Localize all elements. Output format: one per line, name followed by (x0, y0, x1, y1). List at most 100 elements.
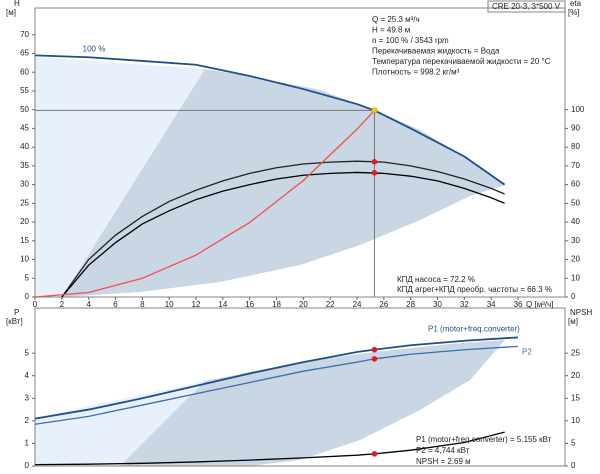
y-tick-label: 40 (20, 142, 29, 151)
y-tick-label: 5 (25, 348, 30, 357)
y2-tick-label: 60 (571, 180, 580, 189)
y-tick-label: 2 (25, 416, 30, 425)
x-axis-title: Q [м³/ч] (526, 300, 553, 309)
info-text: Q = 25.3 м³/ч (372, 15, 420, 24)
y-axis-title: P (14, 308, 19, 317)
y-tick-label: 70 (20, 30, 29, 39)
area-range (62, 69, 505, 297)
operating-point (371, 356, 378, 362)
note-text: КПД насоса = 72.2 % (397, 275, 475, 284)
y2-tick-label: 15 (571, 393, 580, 402)
note-text: P2 = 4,744 кВт (416, 446, 470, 455)
x-tick-label: 28 (406, 300, 415, 309)
series-line (34, 345, 519, 425)
y-tick-label: 1 (25, 439, 30, 448)
y2-tick-label: 5 (571, 439, 576, 448)
area-light (35, 57, 205, 297)
y-axis-title: H (14, 0, 20, 8)
x-tick-label: 0 (33, 300, 38, 309)
y-tick-label: 0 (25, 292, 30, 301)
note-text: NPSH = 2.69 м (416, 457, 471, 466)
info-text: n = 100 % / 3543 rpm (372, 36, 449, 45)
series-line (34, 54, 506, 186)
area-range (120, 340, 505, 466)
y-tick-label: 50 (20, 105, 29, 114)
y-tick-label: 15 (20, 236, 29, 245)
series-label: 100 % (83, 44, 106, 53)
x-tick-label: 24 (353, 300, 362, 309)
operating-point (371, 451, 378, 457)
y-tick-label: 35 (20, 161, 29, 170)
y2-tick-label: 90 (571, 124, 580, 133)
x-tick-label: 20 (299, 300, 308, 309)
y2-tick-label: 25 (571, 348, 580, 357)
y2-tick-label: 30 (571, 236, 580, 245)
x-tick-label: 32 (460, 300, 469, 309)
y2-tick-label: 20 (571, 371, 580, 380)
y2-tick-label: 0 (571, 461, 576, 470)
x-tick-label: 2 (60, 300, 65, 309)
operating-point (371, 158, 378, 165)
y2-tick-label: 50 (571, 198, 580, 207)
series-line (61, 160, 505, 298)
x-tick-label: 26 (379, 300, 388, 309)
operating-point (371, 107, 378, 114)
x-tick-label: 14 (218, 300, 227, 309)
y2-axis-unit: [м] (568, 317, 578, 326)
y2-tick-label: 80 (571, 142, 580, 151)
chart-title: CRE 20-3, 3*500 V (492, 2, 561, 11)
y-tick-label: 60 (20, 67, 29, 76)
series-line (34, 109, 375, 298)
operating-point (371, 346, 378, 353)
y-tick-label: 5 (25, 273, 30, 282)
series-line (34, 336, 519, 420)
x-tick-label: 18 (272, 300, 281, 309)
y2-tick-label: 0 (571, 292, 576, 301)
series-line (34, 431, 505, 466)
series-label: P2 (522, 347, 532, 356)
x-tick-label: 10 (165, 300, 174, 309)
x-tick-label: 8 (140, 300, 145, 309)
x-tick-label: 36 (514, 300, 523, 309)
y-tick-label: 45 (20, 124, 29, 133)
plot-frame (34, 7, 566, 298)
series-label: P1 (motor+freq.converter) (428, 324, 520, 333)
x-tick-label: 34 (487, 300, 496, 309)
y-tick-label: 20 (20, 217, 29, 226)
y2-tick-label: 10 (571, 416, 580, 425)
info-text: Плотность = 998.2 кг/м³ (372, 68, 460, 77)
y2-axis-title: eta (570, 0, 582, 8)
title-box (487, 0, 566, 13)
y2-tick-label: 70 (571, 161, 580, 170)
x-tick-label: 6 (113, 300, 118, 309)
y2-tick-label: 100 (571, 105, 585, 114)
y-axis-unit: [кВт] (6, 317, 23, 326)
info-text: Перекачиваемая жидкость = Вода (372, 47, 500, 56)
series-line (61, 171, 505, 298)
y-tick-label: 0 (25, 461, 30, 470)
y2-tick-label: 20 (571, 255, 580, 264)
plot-frame (34, 307, 566, 467)
operating-point (371, 169, 378, 176)
note-text: P1 (motor+freq.converter) = 5.155 кВт (416, 435, 552, 444)
x-tick-label: 30 (433, 300, 442, 309)
y-tick-label: 4 (25, 371, 30, 380)
y2-tick-label: 40 (571, 217, 580, 226)
y-tick-label: 25 (20, 198, 29, 207)
y-tick-label: 3 (25, 393, 30, 402)
y2-tick-label: 10 (571, 273, 580, 282)
info-text: H = 49.8 м (372, 26, 410, 35)
y-tick-label: 10 (20, 255, 29, 264)
y2-axis-title: NPSH (570, 308, 592, 317)
y-tick-label: 65 (20, 49, 29, 58)
y-axis-unit: [м] (6, 8, 16, 17)
y-tick-label: 55 (20, 86, 29, 95)
y2-axis-unit: [%] (568, 8, 580, 17)
area-light (35, 381, 205, 466)
x-tick-label: 22 (326, 300, 335, 309)
note-text: КПД агрег+КПД преобр. частоты = 66.3 % (397, 285, 552, 294)
x-tick-label: 4 (86, 300, 91, 309)
info-text: Температура перекачиваемой жидкости = 20… (372, 57, 551, 66)
x-tick-label: 16 (245, 300, 254, 309)
